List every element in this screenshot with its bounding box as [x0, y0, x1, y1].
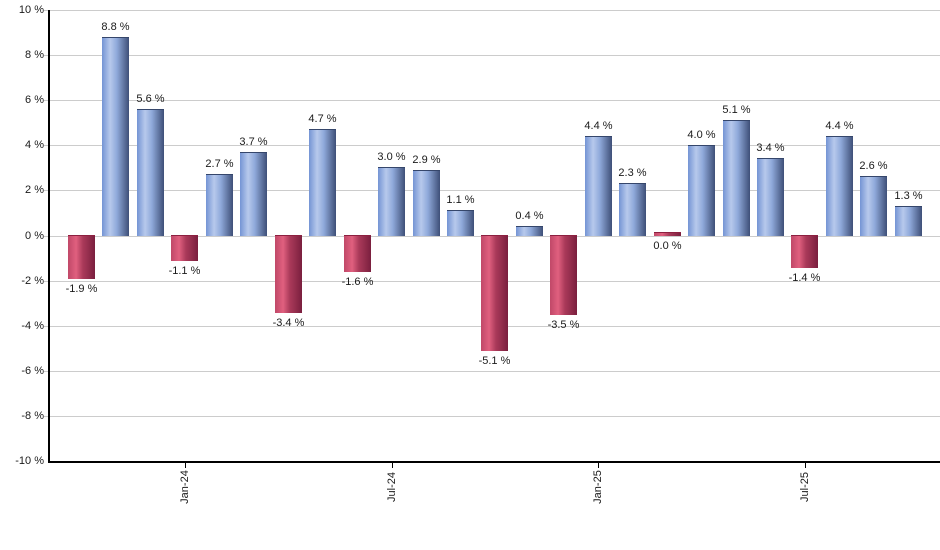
x-axis-tick-label: Jan-24: [179, 470, 191, 504]
gridline: [44, 55, 940, 56]
bar-value-label: -3.4 %: [272, 317, 305, 329]
bar-value-label: 5.6 %: [136, 93, 165, 105]
x-axis-tick: [805, 461, 806, 468]
bar: [240, 152, 267, 236]
y-axis-tick-label: 8 %: [25, 49, 44, 61]
y-axis-tick-label: -8 %: [21, 410, 44, 422]
bar: [171, 235, 198, 261]
gridline: [44, 10, 940, 11]
x-axis-tick-label: Jul-25: [799, 472, 811, 502]
bar-value-label: 4.0 %: [687, 129, 716, 141]
bar-value-label: 0.4 %: [515, 210, 544, 222]
bar: [309, 129, 336, 236]
y-axis-tick-label: 0 %: [25, 230, 44, 242]
bar-value-label: -1.1 %: [168, 265, 201, 277]
x-axis-tick: [185, 461, 186, 468]
y-axis-tick-label: 6 %: [25, 94, 44, 106]
bar-value-label: 2.3 %: [618, 167, 647, 179]
bar: [447, 210, 474, 236]
bar: [102, 37, 129, 236]
y-axis-tick-label: -6 %: [21, 365, 44, 377]
bar: [344, 235, 371, 272]
bar-value-label: 2.7 %: [205, 158, 234, 170]
bar-value-label: 0.0 %: [653, 240, 682, 252]
bar: [895, 206, 922, 236]
gridline: [44, 145, 940, 146]
bar-value-label: 2.9 %: [412, 154, 441, 166]
gridline: [44, 416, 940, 417]
bar: [413, 170, 440, 236]
y-axis-tick-label: 10 %: [18, 4, 44, 16]
bar: [826, 136, 853, 236]
x-axis-line: [48, 461, 940, 463]
bar-value-label: 4.7 %: [308, 113, 337, 125]
bar-value-label: 1.3 %: [894, 190, 923, 202]
bar: [757, 158, 784, 236]
bar: [481, 235, 508, 351]
bar-value-label: -3.5 %: [547, 319, 580, 331]
bar: [206, 174, 233, 236]
bar-value-label: 1.1 %: [446, 194, 475, 206]
bar: [275, 235, 302, 313]
bar-value-label: -5.1 %: [478, 355, 511, 367]
y-axis-tick-label: -10 %: [15, 455, 44, 467]
x-axis-tick: [598, 461, 599, 468]
x-axis-tick-label: Jan-25: [592, 470, 604, 504]
bar: [860, 176, 887, 236]
gridline: [44, 100, 940, 101]
bar: [516, 226, 543, 236]
bar-value-label: 3.7 %: [239, 136, 268, 148]
x-axis-tick: [392, 461, 393, 468]
bar: [723, 120, 750, 236]
x-axis-tick-label: Jul-24: [386, 472, 398, 502]
bar-value-label: -1.9 %: [65, 283, 98, 295]
bar: [791, 235, 818, 268]
y-axis-line: [48, 10, 50, 463]
y-axis-tick-label: 4 %: [25, 139, 44, 151]
gridline: [44, 371, 940, 372]
y-axis-tick-label: 2 %: [25, 184, 44, 196]
bar-value-label: 4.4 %: [584, 120, 613, 132]
bar-value-label: -1.6 %: [341, 276, 374, 288]
bar-value-label: 4.4 %: [825, 120, 854, 132]
bar: [378, 167, 405, 236]
bar: [585, 136, 612, 236]
bar: [137, 109, 164, 236]
bar-value-label: 2.6 %: [859, 160, 888, 172]
bar: [68, 235, 95, 279]
gridline: [44, 190, 940, 191]
bar-value-label: 8.8 %: [101, 21, 130, 33]
y-axis-tick-label: -2 %: [21, 275, 44, 287]
y-axis-tick-label: -4 %: [21, 320, 44, 332]
bar: [550, 235, 577, 315]
bar-value-label: -1.4 %: [788, 272, 821, 284]
bar-value-label: 3.4 %: [756, 142, 785, 154]
bar-value-label: 3.0 %: [377, 151, 406, 163]
bar: [688, 145, 715, 236]
bar-value-label: 5.1 %: [722, 104, 751, 116]
bar: [619, 183, 646, 236]
bar: [654, 232, 681, 236]
